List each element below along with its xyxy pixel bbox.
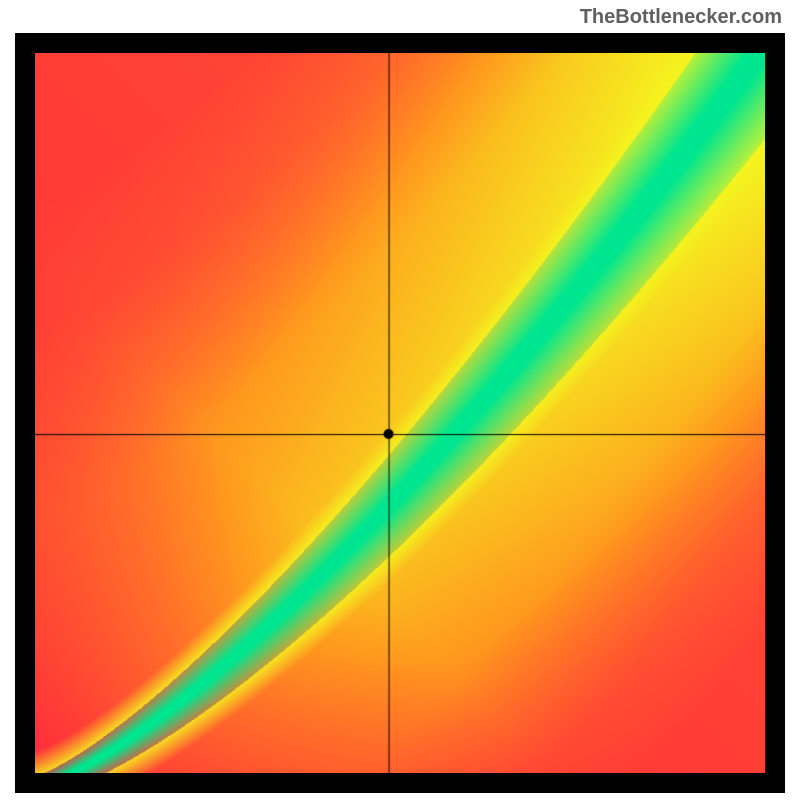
heatmap-plot — [35, 53, 765, 773]
watermark-text: TheBottlenecker.com — [580, 6, 782, 29]
heatmap-canvas — [35, 53, 765, 773]
chart-frame — [15, 33, 785, 793]
